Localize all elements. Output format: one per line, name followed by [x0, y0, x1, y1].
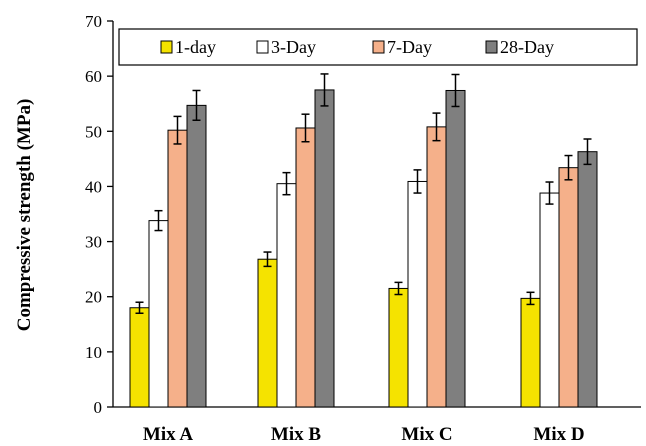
legend-swatch [485, 40, 498, 54]
bar-3-day-mix-c [407, 180, 428, 408]
y-axis: 0 10 20 30 40 50 60 70 [85, 12, 114, 417]
error-bar [432, 112, 441, 142]
error-bar [282, 171, 291, 196]
error-bar [451, 73, 460, 108]
bar-7-day-mix-a [167, 129, 188, 408]
bar-1-day-mix-a [129, 307, 150, 408]
x-tick-label: Mix A [143, 424, 193, 445]
error-bar [320, 73, 329, 107]
bars [129, 73, 598, 408]
x-axis: Mix A Mix B Mix C Mix D [113, 406, 641, 445]
error-bar [526, 291, 535, 306]
bar-1-day-mix-d [520, 297, 541, 408]
error-bar [154, 209, 163, 232]
bar-28-day-mix-d [577, 151, 598, 408]
legend-swatch [160, 40, 173, 54]
error-bar [583, 138, 592, 166]
y-tick-label: 60 [85, 67, 102, 86]
bar-3-day-mix-a [148, 220, 169, 408]
x-tick-label: Mix B [271, 424, 321, 445]
error-bar [263, 251, 272, 268]
legend-label: 3-Day [271, 37, 316, 57]
y-tick-label: 40 [85, 177, 102, 196]
bar-3-day-mix-d [539, 192, 560, 408]
bar-7-day-mix-d [558, 167, 579, 408]
y-tick-label: 0 [94, 398, 103, 417]
y-tick-label: 70 [85, 12, 102, 31]
error-bar [564, 154, 573, 181]
y-axis-title: Compressive strength (MPa) [14, 99, 35, 332]
error-bar [394, 281, 403, 296]
x-tick-label: Mix D [533, 424, 584, 445]
error-bar [135, 301, 144, 315]
bar-28-day-mix-c [445, 89, 466, 408]
y-tick-label: 20 [85, 288, 102, 307]
y-tick-label: 10 [85, 343, 102, 362]
error-bar [192, 89, 201, 122]
x-tick-label: Mix C [401, 424, 452, 445]
bar-7-day-mix-b [295, 127, 316, 408]
bar-3-day-mix-b [276, 183, 297, 408]
bar-7-day-mix-c [426, 126, 447, 408]
bar-1-day-mix-c [388, 287, 409, 408]
legend-label: 7-Day [387, 37, 432, 57]
error-bar [413, 169, 422, 194]
legend-swatch [256, 40, 269, 54]
bar-1-day-mix-b [257, 258, 278, 408]
legend-label: 1-day [175, 37, 216, 57]
bar-28-day-mix-a [186, 104, 207, 408]
y-tick-label: 30 [85, 233, 102, 252]
bar-28-day-mix-b [314, 89, 335, 408]
error-bar [301, 113, 310, 143]
error-bar [545, 181, 554, 205]
error-bar [173, 115, 182, 145]
legend-swatch [372, 40, 385, 54]
legend-label: 28-Day [500, 37, 554, 57]
legend: 1-day 3-Day 7-Day 28-Day [118, 28, 638, 66]
y-tick-label: 50 [85, 122, 102, 141]
